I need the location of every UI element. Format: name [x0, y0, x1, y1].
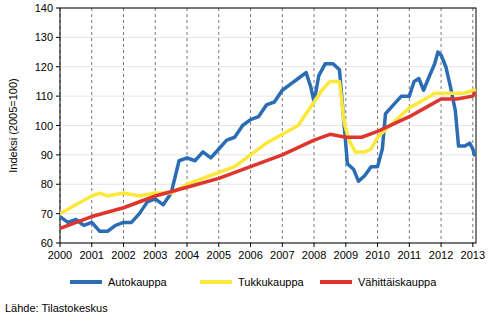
y-grid: [60, 37, 476, 38]
x-grid: [187, 8, 188, 243]
x-grid: [409, 8, 410, 243]
x-tick-label: 2001: [80, 249, 104, 261]
source: Lähde: Tilastokeskus: [5, 302, 108, 314]
y-tick-label: 100: [35, 120, 53, 132]
y-tick: [56, 154, 60, 155]
plot-frame: [60, 8, 476, 243]
x-tick-label: 2010: [365, 249, 389, 261]
y-tick-label: 140: [35, 2, 53, 14]
x-tick-label: 2003: [143, 249, 167, 261]
x-tick: [345, 243, 346, 247]
y-tick: [56, 184, 60, 185]
legend-label: Vähittäiskauppa: [358, 276, 437, 288]
x-tick: [441, 243, 442, 247]
y-grid: [60, 125, 476, 126]
y-tick-label: 130: [35, 31, 53, 43]
series-line: [60, 81, 474, 213]
x-tick: [377, 243, 378, 247]
x-grid: [314, 8, 315, 243]
x-tick-label: 2005: [207, 249, 231, 261]
y-axis-label: Indeksi (2005=100): [7, 78, 19, 172]
x-tick: [282, 243, 283, 247]
series-group: [60, 52, 474, 231]
y-tick-label: 110: [35, 90, 53, 102]
y-tick-label: 90: [41, 149, 53, 161]
x-grid: [155, 8, 156, 243]
y-tick: [56, 125, 60, 126]
y-grid: [60, 66, 476, 67]
x-tick: [218, 243, 219, 247]
x-tick-label: 2013: [461, 249, 485, 261]
x-grid: [218, 8, 219, 243]
y-tick-label: 80: [41, 178, 53, 190]
y-grid: [60, 213, 476, 214]
series-line: [60, 93, 474, 228]
x-tick: [409, 243, 410, 247]
legend-label: Autokauppa: [108, 276, 168, 288]
x-tick: [250, 243, 251, 247]
x-tick-label: 2009: [334, 249, 358, 261]
x-tick: [123, 243, 124, 247]
x-tick-label: 2004: [175, 249, 199, 261]
chart: 60 70 80 90 100 110 120 130 140 2000 2001 2002 2003 2…: [0, 0, 490, 323]
x-tick: [155, 243, 156, 247]
y-tick-label: 70: [41, 208, 53, 220]
y-tick-label: 60: [41, 237, 53, 249]
x-tick-label: 2007: [270, 249, 294, 261]
x-tick: [472, 243, 473, 247]
x-grid: [91, 8, 92, 243]
x-tick: [187, 243, 188, 247]
x-tick-label: 2011: [397, 249, 421, 261]
y-grid: [60, 184, 476, 185]
legend-label: Tukkukauppa: [238, 276, 305, 288]
x-tick-label: 2002: [111, 249, 135, 261]
x-tick-label: 2006: [238, 249, 262, 261]
x-tick-label: 2008: [302, 249, 326, 261]
x-grid: [250, 8, 251, 243]
x-grid: [282, 8, 283, 243]
legend-swatch: [70, 280, 102, 284]
y-tick: [56, 37, 60, 38]
y-tick: [56, 96, 60, 97]
x-tick: [91, 243, 92, 247]
legend-swatch: [200, 280, 232, 284]
x-tick: [314, 243, 315, 247]
x-tick-label: 2012: [429, 249, 453, 261]
series-line: [60, 52, 474, 231]
y-tick: [56, 66, 60, 67]
y-tick: [56, 213, 60, 214]
x-grid: [441, 8, 442, 243]
y-tick: [56, 8, 60, 9]
x-grid: [377, 8, 378, 243]
legend-swatch: [320, 280, 352, 284]
y-tick-label: 120: [35, 61, 53, 73]
y-tick: [56, 243, 60, 244]
y-grid: [60, 96, 476, 97]
x-tick: [60, 243, 61, 247]
x-grid: [472, 8, 473, 243]
y-grid: [60, 154, 476, 155]
x-tick-label: 2000: [48, 249, 72, 261]
